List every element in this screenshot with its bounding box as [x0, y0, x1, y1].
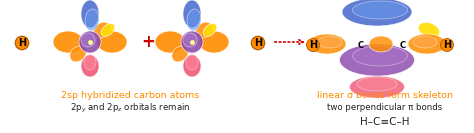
- Ellipse shape: [155, 31, 185, 53]
- Ellipse shape: [85, 9, 99, 31]
- Text: H: H: [254, 38, 262, 48]
- Ellipse shape: [181, 31, 203, 53]
- Ellipse shape: [70, 46, 86, 62]
- Text: 2p$_y$ and 2p$_z$ orbitals remain: 2p$_y$ and 2p$_z$ orbitals remain: [70, 101, 190, 115]
- Text: C: C: [358, 41, 364, 49]
- Ellipse shape: [339, 44, 414, 76]
- Text: C: C: [400, 41, 406, 49]
- Ellipse shape: [81, 33, 95, 47]
- Ellipse shape: [199, 31, 229, 53]
- Ellipse shape: [183, 0, 201, 28]
- Ellipse shape: [353, 46, 408, 66]
- Ellipse shape: [196, 22, 212, 38]
- Text: two perpendicular π bonds: two perpendicular π bonds: [328, 103, 443, 113]
- Text: H–C≡C–H: H–C≡C–H: [360, 117, 410, 127]
- Ellipse shape: [187, 9, 201, 31]
- Ellipse shape: [318, 36, 342, 48]
- Ellipse shape: [413, 36, 437, 48]
- Ellipse shape: [97, 31, 127, 53]
- Ellipse shape: [94, 22, 110, 38]
- Ellipse shape: [81, 55, 99, 77]
- Ellipse shape: [349, 76, 404, 98]
- Ellipse shape: [186, 54, 198, 70]
- Text: linear σ bonds form skeleton: linear σ bonds form skeleton: [317, 90, 453, 99]
- Ellipse shape: [357, 77, 397, 91]
- Text: +: +: [141, 33, 155, 51]
- Text: H: H: [443, 40, 451, 50]
- Ellipse shape: [369, 36, 393, 52]
- Ellipse shape: [183, 33, 197, 47]
- Ellipse shape: [342, 0, 412, 26]
- Ellipse shape: [101, 24, 115, 36]
- Ellipse shape: [408, 34, 446, 54]
- Ellipse shape: [308, 34, 346, 54]
- Ellipse shape: [53, 31, 83, 53]
- Text: H: H: [18, 38, 26, 48]
- Ellipse shape: [419, 22, 439, 38]
- Text: 2sp hybridized carbon atoms: 2sp hybridized carbon atoms: [61, 90, 199, 99]
- Ellipse shape: [81, 0, 99, 28]
- Ellipse shape: [203, 24, 217, 36]
- Ellipse shape: [84, 54, 96, 70]
- Ellipse shape: [353, 1, 408, 19]
- Ellipse shape: [172, 46, 188, 62]
- Ellipse shape: [79, 31, 101, 53]
- Ellipse shape: [183, 55, 201, 77]
- Text: H: H: [309, 40, 317, 50]
